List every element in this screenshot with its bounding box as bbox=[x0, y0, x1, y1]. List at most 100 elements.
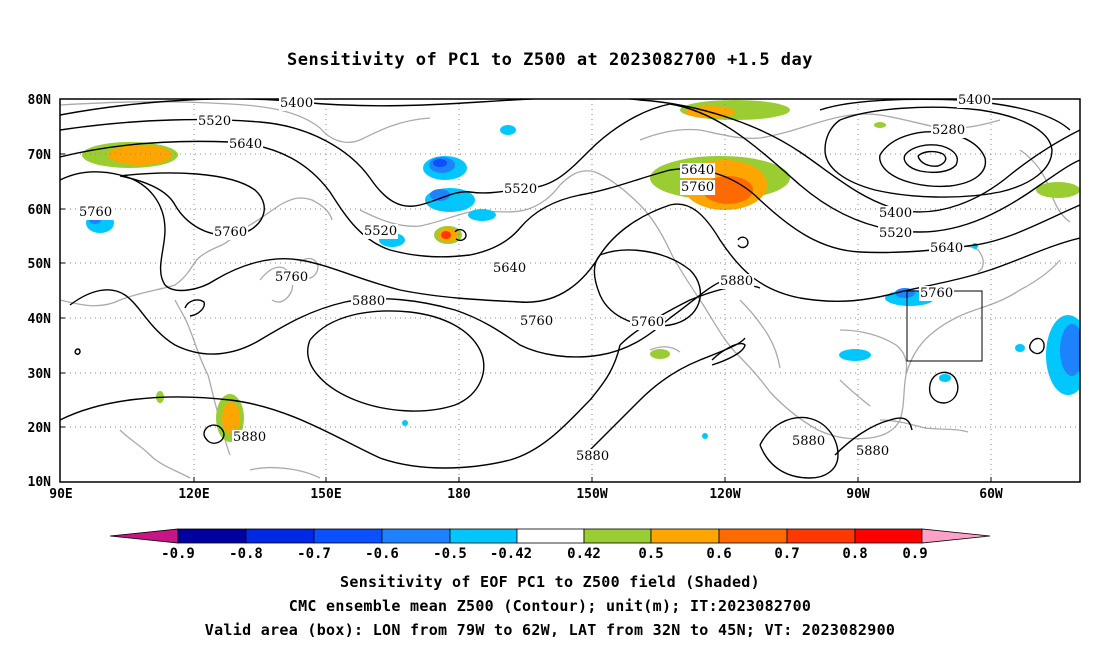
contour-small-loop-1 bbox=[203, 424, 225, 444]
contour-label: 5760 bbox=[214, 225, 247, 240]
contour-small-loop-5 bbox=[454, 228, 467, 242]
contour-label: 5520 bbox=[198, 114, 231, 129]
contour-label: 5880 bbox=[792, 434, 825, 449]
contour-label: 5760 bbox=[520, 314, 553, 329]
contour-label-bg bbox=[929, 241, 965, 256]
shade-negative bbox=[468, 209, 496, 221]
lat-label: 30N bbox=[28, 367, 52, 382]
lon-axis-labels: 90E 120E 150E 180 150W 120W 90W 60W bbox=[49, 487, 1003, 502]
contour-small-loop-3 bbox=[1028, 337, 1045, 355]
colorbar-label: 0.9 bbox=[902, 546, 927, 562]
contour-small-loop-2 bbox=[928, 371, 959, 404]
contour-label-bg bbox=[919, 286, 955, 301]
contour-label-bg bbox=[351, 294, 387, 309]
contour-label: 5520 bbox=[364, 224, 397, 239]
shade-negative bbox=[500, 125, 516, 135]
lon-label: 120W bbox=[709, 487, 740, 502]
colorbar-label: 0.8 bbox=[842, 546, 867, 562]
colorbar-low-arrow bbox=[109, 528, 179, 544]
contour-label: 5520 bbox=[879, 226, 912, 241]
contour-5880-subtrop-loop bbox=[307, 310, 485, 412]
contour-label-bg bbox=[519, 314, 555, 329]
colorbar-label: -0.9 bbox=[161, 546, 195, 562]
lon-label: 180 bbox=[447, 487, 471, 502]
colorbar-swatch bbox=[650, 528, 720, 544]
shade-positive bbox=[650, 349, 670, 359]
colorbar-swatch bbox=[313, 528, 383, 544]
contour-label-bg bbox=[680, 163, 716, 178]
contour-label-bg bbox=[855, 444, 891, 459]
colorbar-swatch bbox=[854, 528, 923, 544]
contour-label: 5760 bbox=[920, 286, 953, 301]
lat-label: 20N bbox=[28, 421, 52, 436]
contour-label: 5760 bbox=[631, 315, 664, 330]
caption-contour: CMC ensemble mean Z500 (Contour); unit(m… bbox=[288, 597, 812, 615]
contour-label-bg bbox=[719, 274, 755, 289]
contour-label: 5400 bbox=[958, 93, 991, 108]
contour-5280-closed bbox=[879, 131, 987, 188]
caption-valid-area: Valid area (box): LON from 79W to 62W, L… bbox=[204, 621, 896, 639]
colorbar-label: 0.42 bbox=[567, 546, 601, 562]
contour-label-bg bbox=[575, 449, 611, 464]
contour-5880-west bbox=[69, 279, 726, 358]
contour-label: 5880 bbox=[233, 430, 266, 445]
colorbar-swatch bbox=[449, 528, 518, 544]
contour-5880-se bbox=[834, 417, 913, 456]
lat-axis-labels: 80N 70N 60N 50N 40N 30N 20N 10N bbox=[28, 93, 52, 490]
lat-label: 40N bbox=[28, 312, 52, 327]
contour-small-loop-6 bbox=[184, 299, 205, 317]
contour-small-loop-8 bbox=[74, 348, 81, 355]
contour-label: 5280 bbox=[932, 123, 965, 138]
contour-label: 5760 bbox=[275, 270, 308, 285]
contour-label: 5880 bbox=[856, 444, 889, 459]
contour-label-bg bbox=[213, 225, 249, 240]
colorbar-swatch bbox=[245, 528, 315, 544]
contour-5880-caribbean bbox=[759, 416, 839, 479]
contour-5400-west bbox=[60, 99, 641, 116]
contour-label-bg bbox=[279, 96, 315, 111]
colorbar-swatch bbox=[718, 528, 788, 544]
colorbar-swatch bbox=[786, 528, 856, 544]
shade-positive bbox=[703, 176, 753, 204]
shade-negative bbox=[702, 433, 708, 439]
colorbar-label: -0.6 bbox=[365, 546, 399, 562]
caption-shading: Sensitivity of EOF PC1 to Z500 field (Sh… bbox=[340, 573, 760, 591]
shade-positive bbox=[1036, 182, 1080, 198]
lon-label: 120E bbox=[178, 487, 209, 502]
contour-label-bg bbox=[791, 434, 827, 449]
lon-label: 60W bbox=[979, 487, 1003, 502]
colorbar-high-arrow bbox=[921, 528, 991, 544]
shade-negative bbox=[839, 349, 871, 361]
contour-label: 5760 bbox=[681, 180, 714, 195]
contour-5880-south bbox=[60, 344, 621, 469]
shade-negative bbox=[430, 189, 450, 201]
contour-label-bg bbox=[503, 182, 539, 197]
z500-contours bbox=[60, 99, 1080, 479]
plot-frame bbox=[59, 98, 1081, 483]
colorbar-label: 0.7 bbox=[774, 546, 799, 562]
contour-label-bg bbox=[957, 93, 993, 108]
colorbar-label: 0.5 bbox=[638, 546, 663, 562]
contour-label: 5640 bbox=[930, 241, 963, 256]
contour-label: 5400 bbox=[879, 206, 912, 221]
contour-label: 5640 bbox=[681, 163, 714, 178]
contour-label-bg bbox=[492, 261, 528, 276]
lat-label: 10N bbox=[28, 475, 52, 490]
colorbar-swatch bbox=[177, 528, 247, 544]
contour-small-loop-7 bbox=[711, 343, 746, 366]
shade-positive bbox=[222, 402, 240, 434]
shade-positive bbox=[874, 122, 886, 128]
shade-positive bbox=[441, 231, 451, 239]
lat-label: 80N bbox=[28, 93, 52, 108]
figure-title: Sensitivity of PC1 to Z500 at 2023082700… bbox=[286, 50, 813, 70]
contour-label-bg bbox=[680, 180, 716, 195]
contour-5640-east bbox=[669, 168, 1080, 254]
contour-5040-closed bbox=[917, 150, 947, 167]
contour-label-bg bbox=[197, 114, 233, 129]
contour-label: 5880 bbox=[576, 449, 609, 464]
contour-5160-closed bbox=[903, 144, 959, 174]
lon-label: 90W bbox=[846, 487, 870, 502]
lon-label: 90E bbox=[49, 487, 72, 502]
contour-label-bg bbox=[274, 270, 310, 285]
colorbar-swatch bbox=[516, 528, 585, 544]
